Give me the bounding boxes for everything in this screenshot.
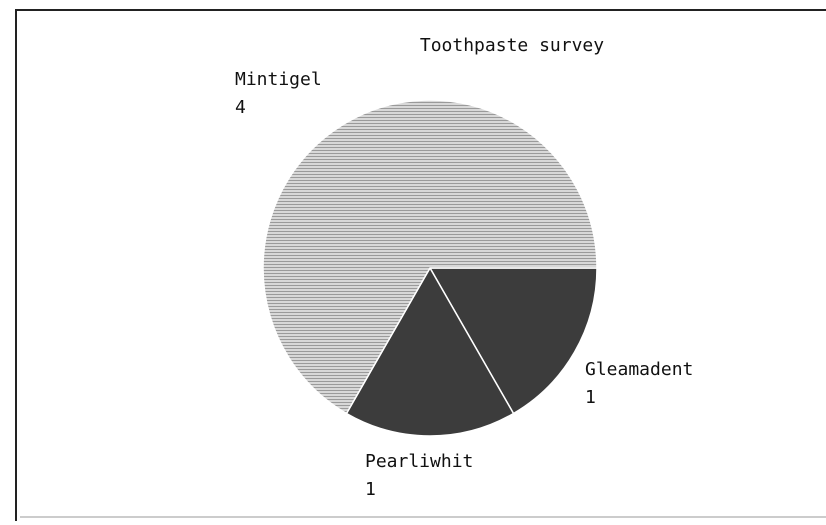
pie-slice bbox=[428, 267, 598, 415]
slice-value: 4 bbox=[235, 97, 246, 118]
pie-slice bbox=[345, 266, 515, 437]
pie-slice bbox=[262, 99, 598, 415]
slice-label: Pearliwhit bbox=[365, 451, 473, 472]
chart-title: Toothpaste survey bbox=[420, 35, 604, 56]
slice-label: Gleamadent bbox=[585, 359, 693, 380]
slice-label: Mintigel bbox=[235, 69, 322, 90]
slice-value: 1 bbox=[585, 387, 596, 408]
frame bbox=[15, 9, 826, 521]
slice-value: 1 bbox=[365, 479, 376, 500]
